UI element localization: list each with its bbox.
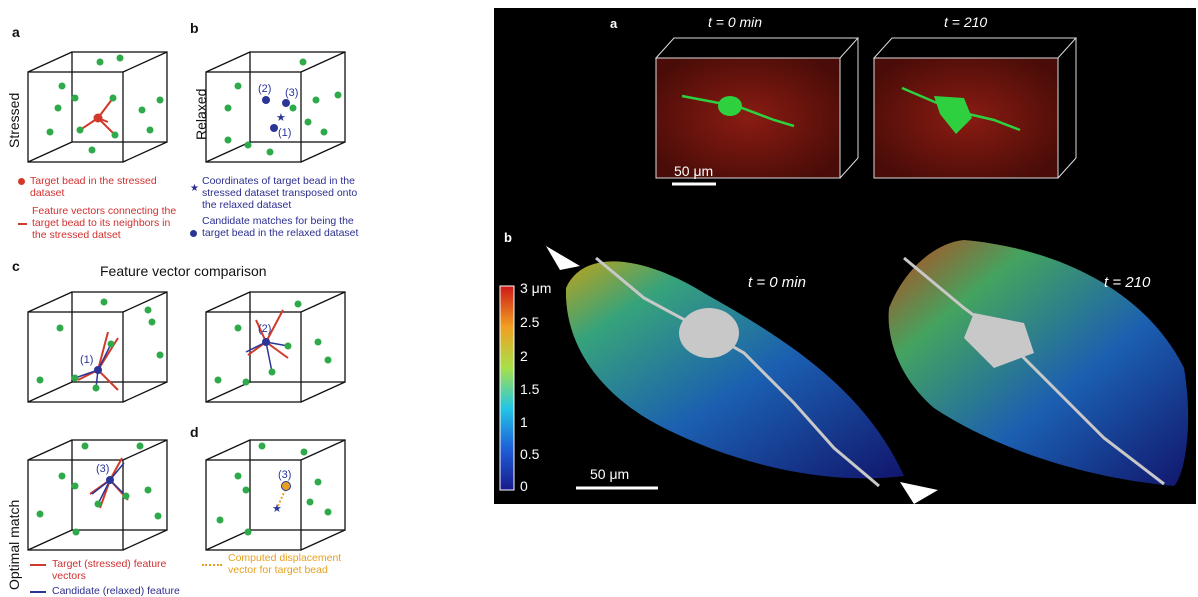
d-label: (3) (278, 469, 291, 481)
microscopy-figure: a t = 0 min t = 210 50 μm b t = 0 min t … (494, 8, 1196, 504)
legend-target-vectors: Target (stressed) feature vectors (30, 558, 180, 582)
right-panel-b-letter: b (504, 230, 512, 245)
colorbar-tick-3: 3 μm (520, 280, 552, 296)
colorbar-tick-0: 0 (520, 478, 528, 494)
arrowhead-bottom (900, 482, 938, 504)
cube-c1-diagram: (1) (27, 291, 168, 403)
scale-label-a: 50 μm (674, 163, 714, 179)
arrowhead-top (546, 246, 580, 270)
cube-c3-diagram: (3) (27, 439, 168, 551)
feature-vector-comparison-title: Feature vector comparison (100, 263, 267, 279)
legend-candidate-vectors: Candidate (relaxed) feature vectors (30, 585, 180, 597)
cube-b-diagram: ★ (2) (3) (1) (205, 51, 346, 163)
c3-label: (3) (96, 463, 109, 475)
legend-displacement: Computed displacement vector for target … (202, 552, 372, 576)
panel-d-letter: d (190, 424, 199, 440)
scale-label-b: 50 μm (590, 466, 630, 482)
cube-d-diagram: ★ (3) (205, 439, 346, 551)
cube-c2-diagram: (2) (205, 291, 346, 403)
svg-text:★: ★ (276, 112, 286, 124)
displacement-field-t0 (565, 256, 904, 488)
colorbar-tick-1: 1 (520, 414, 528, 430)
target-bead (93, 113, 103, 123)
legend-candidates: Candidate matches for being the target b… (190, 215, 370, 239)
candidate-label-1: (1) (278, 127, 291, 139)
time-label-a0: t = 0 min (708, 14, 763, 30)
colorbar (499, 285, 515, 491)
colorbar-tick-2.5: 2.5 (520, 314, 540, 330)
panel-b-letter: b (190, 20, 199, 36)
panel-c-letter: c (12, 258, 20, 274)
colorbar-tick-2: 2 (520, 348, 528, 364)
legend-target-bead: Target bead in the stressed dataset (18, 175, 178, 199)
legend-feature-vectors: Feature vectors connecting the target be… (18, 205, 183, 241)
volume-box-t210 (872, 37, 1078, 179)
colorbar-tick-0.5: 0.5 (520, 446, 540, 462)
displacement-field-t210 (888, 240, 1189, 486)
candidate-label-3: (3) (285, 87, 298, 99)
svg-text:★: ★ (272, 503, 282, 515)
panel-a-letter: a (12, 24, 20, 40)
volume-box-t0 (654, 37, 860, 179)
candidate-label-2: (2) (258, 83, 271, 95)
c2-label: (2) (258, 323, 271, 335)
time-label-b0: t = 0 min (748, 274, 806, 291)
time-label-a1: t = 210 (944, 14, 988, 30)
cube-a-diagram (27, 51, 168, 163)
time-label-b1: t = 210 (1104, 274, 1151, 291)
microscopy-canvas (499, 37, 1189, 504)
right-panel-a-letter: a (610, 16, 618, 31)
legend-star: ★ Coordinates of target bead in the stre… (190, 175, 358, 211)
colorbar-tick-1.5: 1.5 (520, 381, 540, 397)
c1-label: (1) (80, 354, 93, 366)
